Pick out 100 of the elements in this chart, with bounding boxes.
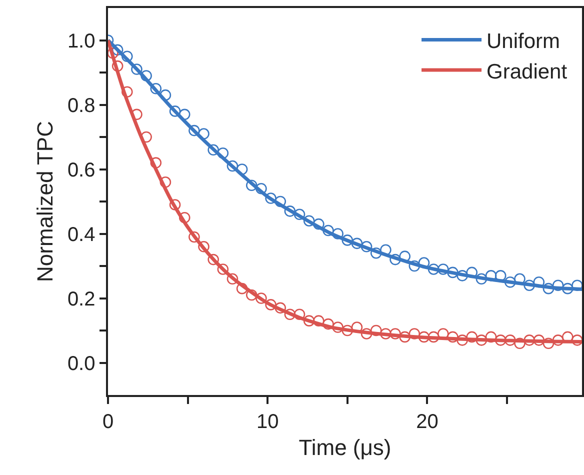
x-tick-label: 20: [416, 410, 438, 433]
point: [342, 324, 354, 336]
point: [140, 70, 152, 82]
point: [342, 234, 354, 246]
point: [476, 273, 488, 285]
point: [542, 338, 554, 350]
point: [360, 241, 372, 252]
point: [552, 280, 564, 291]
point: [428, 331, 440, 343]
point: [562, 282, 574, 294]
point: [399, 250, 410, 262]
y-tick-label: 0.8: [67, 94, 96, 117]
point: [169, 199, 181, 210]
point: [140, 131, 152, 143]
point: [246, 289, 258, 301]
x-axis-title: Time (μs): [298, 435, 392, 460]
point: [485, 331, 497, 343]
y-tick-label: 0.6: [67, 159, 96, 182]
point: [485, 270, 497, 282]
point: [112, 44, 124, 56]
point: [447, 331, 458, 343]
point: [447, 266, 458, 278]
point: [390, 254, 401, 266]
point: [332, 228, 344, 240]
point: [370, 247, 382, 259]
point: [217, 147, 229, 159]
point: [360, 328, 372, 340]
point: [131, 108, 142, 120]
point: [504, 276, 516, 288]
point: [514, 338, 526, 350]
point: [428, 264, 440, 275]
point: [226, 160, 238, 172]
point: [169, 106, 181, 117]
point: [408, 328, 420, 340]
point: [178, 108, 190, 120]
point: [418, 331, 430, 343]
point: [351, 322, 363, 333]
point: [524, 334, 535, 346]
point: [466, 266, 478, 278]
point: [572, 280, 582, 291]
legend-label: Gradient: [486, 60, 568, 84]
point: [313, 315, 324, 326]
point: [256, 182, 267, 194]
point: [274, 302, 286, 314]
point: [303, 315, 315, 326]
point: [476, 334, 488, 346]
point: [178, 212, 190, 224]
point: [160, 176, 172, 188]
point: [284, 308, 296, 320]
point: [274, 196, 286, 208]
point: [294, 208, 306, 220]
point: [380, 328, 392, 340]
point: [542, 282, 554, 294]
point: [418, 257, 430, 268]
point: [188, 231, 200, 243]
point: [198, 241, 210, 252]
point: [552, 334, 564, 346]
x-tick-label: 10: [256, 410, 279, 433]
point: [265, 192, 276, 204]
point: [533, 276, 545, 288]
y-tick-label: 0.2: [67, 288, 96, 310]
point: [236, 282, 248, 294]
point: [108, 48, 118, 59]
point: [122, 86, 133, 98]
point: [313, 218, 324, 230]
x-tick-label: 0: [102, 410, 114, 433]
point: [408, 260, 420, 272]
point: [150, 157, 162, 168]
point: [217, 264, 229, 275]
point: [524, 280, 535, 291]
point: [188, 124, 200, 136]
point: [466, 331, 478, 343]
y-tick-label: 1.0: [67, 30, 96, 52]
point: [572, 334, 582, 346]
point: [131, 64, 142, 75]
point: [456, 334, 468, 346]
point: [236, 164, 248, 175]
point: [494, 334, 506, 346]
point: [380, 244, 392, 256]
point: [246, 180, 258, 192]
point: [322, 224, 334, 236]
point: [208, 144, 219, 156]
point: [322, 318, 334, 330]
point: [208, 254, 219, 266]
point: [265, 299, 276, 310]
point: [438, 264, 449, 275]
point: [504, 334, 516, 346]
point: [112, 60, 124, 72]
y-tick-label: 0.4: [67, 224, 96, 246]
point: [160, 89, 172, 101]
point: [226, 273, 238, 285]
y-axis-title: Normalized TPC: [32, 120, 58, 282]
point: [332, 322, 344, 333]
point: [122, 50, 133, 62]
point: [284, 206, 296, 217]
point: [198, 128, 210, 140]
legend-label: Uniform: [486, 30, 560, 53]
point: [294, 308, 306, 320]
point: [256, 292, 267, 304]
point: [351, 238, 363, 250]
